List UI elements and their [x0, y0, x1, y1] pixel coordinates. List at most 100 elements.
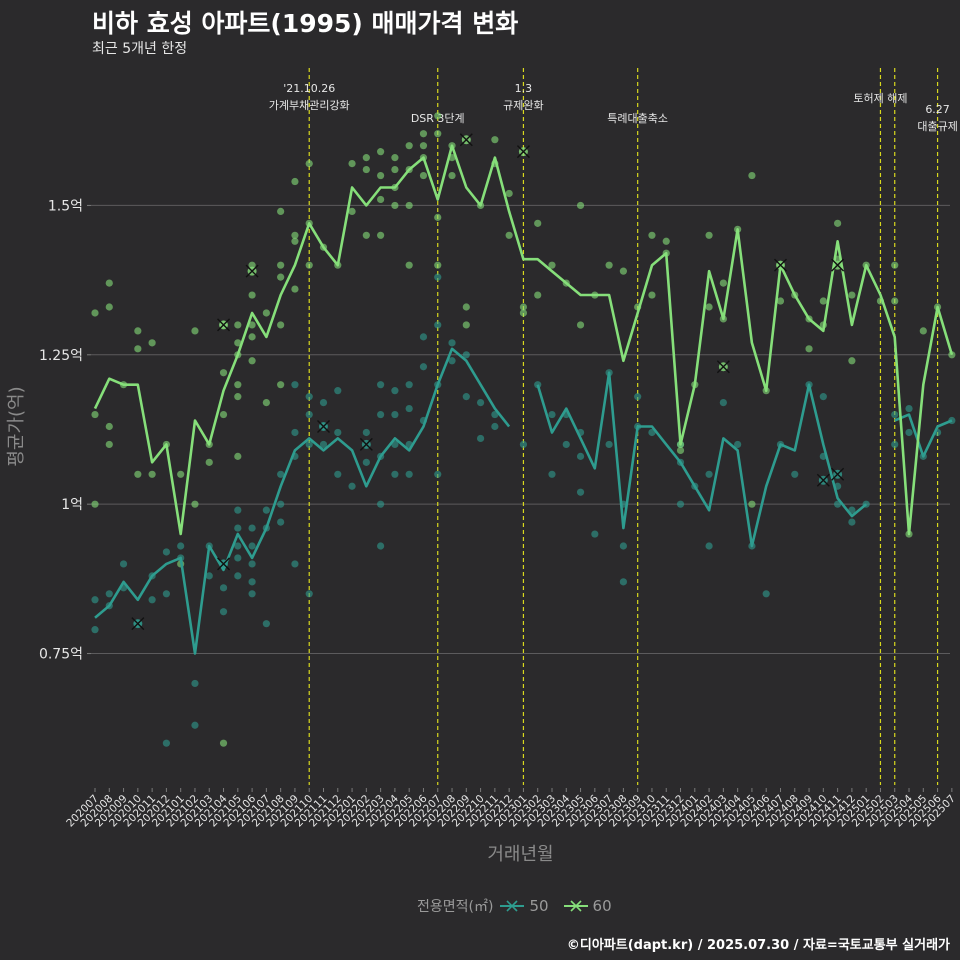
scatter-point: [248, 333, 256, 341]
scatter-point: [548, 410, 556, 419]
scatter-point: [234, 321, 242, 329]
scatter-point: [591, 530, 599, 538]
scatter-point: [277, 321, 285, 329]
scatter-point: [419, 142, 428, 150]
scatter-point: [248, 578, 256, 586]
highlight-marker: [217, 318, 231, 332]
scatter-point: [434, 273, 442, 281]
highlight-marker: [516, 145, 530, 159]
scatter-point: [319, 440, 328, 449]
scatter-point: [234, 339, 242, 347]
scatter-point: [748, 500, 756, 508]
scatter-point: [219, 584, 228, 592]
series-line-60: [93, 144, 954, 536]
scatter-point: [362, 458, 370, 466]
scatter-point: [462, 393, 470, 401]
scatter-point: [705, 542, 713, 550]
scatter-point: [377, 231, 385, 239]
scatter-point: [405, 381, 413, 389]
scatter-point: [234, 452, 242, 460]
scatter-point: [277, 518, 285, 526]
legend-label-60: 60: [592, 897, 612, 915]
scatter-point: [391, 154, 399, 162]
legend: 전용면적(㎡) 50 60: [417, 895, 620, 917]
scatter-point: [191, 500, 199, 508]
scatter-point: [905, 428, 913, 437]
scatter-point: [605, 440, 613, 449]
scatter-point: [291, 428, 299, 437]
highlight-marker: [831, 467, 845, 481]
scatter-point: [434, 470, 442, 478]
scatter-point: [334, 428, 342, 437]
scatter-point: [405, 201, 413, 210]
scatter-point: [291, 560, 299, 568]
scatter-point: [219, 608, 228, 616]
scatter-point: [277, 207, 285, 215]
scatter-point: [705, 231, 713, 239]
highlight-marker: [831, 258, 845, 272]
scatter-point: [405, 261, 413, 269]
scatter-point: [362, 165, 370, 174]
chart-title: 비하 효성 아파트(1995) 매매가격 변화: [92, 9, 519, 38]
scatter-point: [419, 130, 428, 138]
scatter-point: [448, 171, 456, 180]
scatter-point: [219, 739, 228, 747]
scatter-point: [377, 410, 385, 419]
scatter-point: [534, 291, 542, 299]
scatter-point: [305, 410, 313, 419]
scatter-point: [91, 626, 99, 634]
scatter-point: [719, 279, 727, 287]
scatter-point: [919, 327, 927, 335]
scatter-point: [105, 422, 113, 431]
scatter-point: [377, 500, 385, 508]
scatter-point: [162, 739, 171, 747]
event-label: 대출규제: [917, 120, 957, 133]
scatter-point: [534, 219, 542, 227]
highlight-marker: [816, 473, 830, 487]
scatter-point: [391, 470, 399, 478]
scatter-point: [277, 261, 285, 269]
scatter-point: [348, 207, 356, 215]
event-label: 가계부채관리강화: [269, 99, 350, 112]
scatter-point: [491, 422, 499, 431]
highlight-marker: [131, 617, 145, 631]
scatter-point: [748, 171, 756, 180]
scatter-point: [391, 201, 399, 210]
scatter-point: [162, 548, 171, 556]
scatter-point: [705, 470, 713, 478]
scatter-point: [476, 434, 485, 443]
scatter-point: [548, 470, 556, 478]
scatter-point: [348, 482, 356, 490]
legend-title: 전용면적(㎡): [417, 899, 494, 915]
scatter-point: [177, 470, 185, 478]
scatter-point: [705, 303, 713, 311]
scatter-point: [191, 721, 199, 729]
scatter-point: [162, 590, 171, 598]
scatter-point: [234, 554, 242, 562]
scatter-point: [434, 112, 442, 120]
scatter-point: [248, 524, 256, 532]
scatter-point: [434, 261, 442, 269]
source-caption: ©디아파트(dapt.kr) / 2025.07.30 / 자료=국토교통부 실…: [566, 938, 950, 953]
scatter-point: [419, 333, 428, 341]
scatter-point: [576, 452, 585, 460]
scatter-point: [462, 321, 470, 329]
y-tick-label: 1억: [61, 497, 83, 513]
scatter-point: [391, 165, 399, 174]
scatter-point: [662, 237, 670, 245]
scatter-point: [634, 393, 642, 401]
scatter-point: [105, 590, 113, 598]
scatter-point: [391, 387, 399, 395]
scatter-point: [291, 285, 299, 293]
scatter-point: [619, 578, 627, 586]
scatter-point: [377, 195, 385, 204]
scatter-point: [248, 590, 256, 598]
scatter-point: [891, 410, 899, 419]
scatter-point: [262, 506, 270, 514]
scatter-point: [505, 231, 513, 239]
highlight-marker: [359, 437, 373, 451]
scatter-point: [248, 542, 256, 550]
scatter-point: [134, 345, 142, 353]
highlight-marker: [459, 133, 473, 147]
scatter-point: [234, 572, 242, 580]
